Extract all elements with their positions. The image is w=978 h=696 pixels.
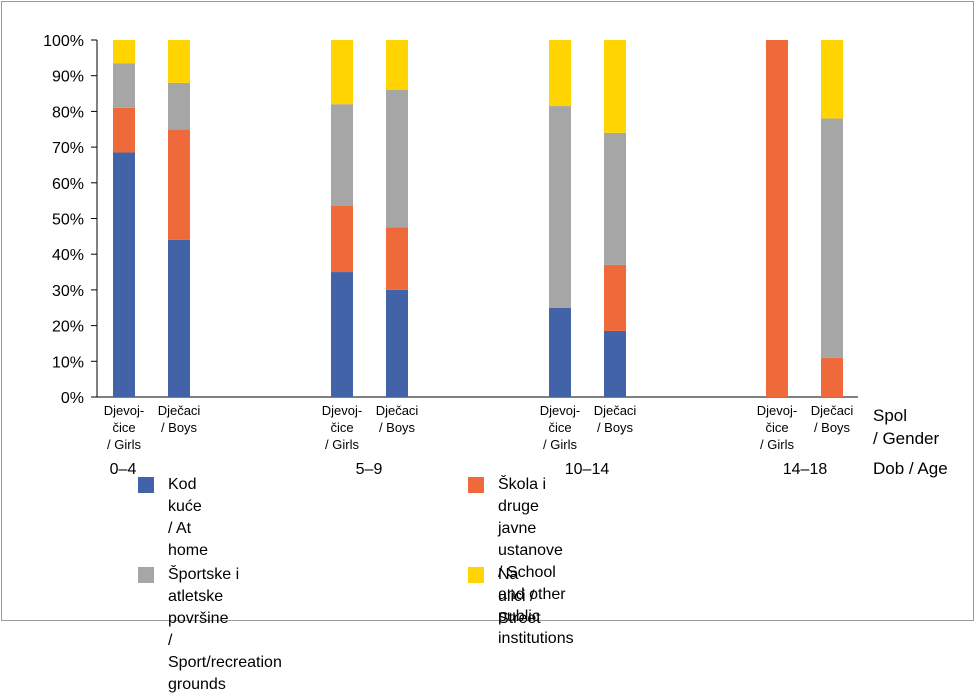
bar-segment: [386, 289, 408, 397]
y-tick-label: 100%: [43, 33, 84, 50]
stacked-bar-chart: 0% 10% 20% 30% 40% 50% 60% 70% 80% 90% 100% Djevoj-…: [43, 33, 948, 478]
legend-swatch: [468, 567, 484, 583]
x-gender-label: / Girls: [107, 437, 141, 452]
y-tick-label: 40%: [52, 247, 84, 264]
y-tick-label: 80%: [52, 104, 84, 121]
legend-swatch: [138, 567, 154, 583]
x-gender-label: Dječaci: [376, 403, 419, 418]
y-tick-label: 90%: [52, 69, 84, 86]
x-age-label: 14–18: [783, 461, 828, 478]
x-gender-label: Djevoj-: [540, 403, 580, 418]
x-gender-label: Djevoj-: [757, 403, 797, 418]
legend-label: Na ulici / Street: [498, 566, 541, 627]
bar-segment: [549, 106, 571, 308]
bar-segment: [604, 264, 626, 331]
bar-segment: [386, 89, 408, 228]
x-age-label: 0–4: [110, 461, 137, 478]
bar-segment: [168, 82, 190, 130]
x-gender-label: Dječaci: [594, 403, 637, 418]
bar-segment: [113, 152, 135, 397]
x-gender-label: / Boys: [814, 420, 851, 435]
bar-segment: [386, 40, 408, 90]
bar-segment: [604, 330, 626, 397]
x-gender-label: / Girls: [760, 437, 794, 452]
bar-segment: [549, 40, 571, 107]
bar-segment: [821, 40, 843, 119]
x-gender-label: / Boys: [379, 420, 416, 435]
x-gender-label: Dječaci: [158, 403, 201, 418]
y-tick-label: 0%: [61, 390, 84, 407]
bar-segment: [604, 132, 626, 265]
x-gender-label: / Girls: [325, 437, 359, 452]
gender-axis-title: Spol: [873, 406, 907, 425]
x-gender-label: / Boys: [597, 420, 634, 435]
x-gender-label: Dječaci: [811, 403, 854, 418]
y-tick-label: 60%: [52, 176, 84, 193]
bar-segment: [168, 239, 190, 397]
y-tick-label: 30%: [52, 283, 84, 300]
x-age-label: 5–9: [356, 461, 383, 478]
bar-segment: [113, 40, 135, 64]
bar-segment: [331, 104, 353, 207]
legend-label: Kod kuće / At home: [168, 476, 209, 559]
bar-segment: [821, 357, 843, 397]
age-axis-title: Dob / Age: [873, 459, 948, 478]
bar-segment: [549, 307, 571, 397]
bar-segment: [604, 40, 626, 133]
bar-segment: [331, 272, 353, 397]
bar-segment: [821, 118, 843, 358]
y-tick-label: 20%: [52, 319, 84, 336]
legend-item-at-home: Kod kuće / At home: [138, 474, 208, 562]
legend-swatch: [138, 477, 154, 493]
x-gender-label: čice: [330, 420, 353, 435]
bar-segment: [331, 206, 353, 273]
bar-segment: [386, 227, 408, 290]
x-gender-label: Djevoj-: [104, 403, 144, 418]
legend-item-street: Na ulici / Street: [468, 564, 541, 630]
legend-swatch: [468, 477, 484, 493]
bar-segment: [331, 40, 353, 105]
bar-segment: [168, 129, 190, 240]
x-age-label: 10–14: [565, 461, 610, 478]
gender-axis-title: / Gender: [873, 429, 939, 448]
x-gender-label: / Girls: [543, 437, 577, 452]
bar-segment: [113, 107, 135, 153]
x-gender-label: čice: [548, 420, 571, 435]
y-tick-label: 70%: [52, 140, 84, 157]
y-tick-label: 50%: [52, 212, 84, 229]
legend-item-sport: Športske i atletske površine / Sport/rec…: [138, 564, 282, 696]
x-gender-label: čice: [765, 420, 788, 435]
bar-segment: [168, 40, 190, 83]
bar-segment: [113, 63, 135, 108]
chart-frame: [1, 1, 974, 621]
bar-segment: [766, 40, 788, 397]
legend-label: Športske i atletske površine / Sport/rec…: [168, 566, 282, 693]
x-gender-label: čice: [112, 420, 135, 435]
x-gender-label: Djevoj-: [322, 403, 362, 418]
y-tick-label: 10%: [52, 354, 84, 371]
x-gender-label: / Boys: [161, 420, 198, 435]
